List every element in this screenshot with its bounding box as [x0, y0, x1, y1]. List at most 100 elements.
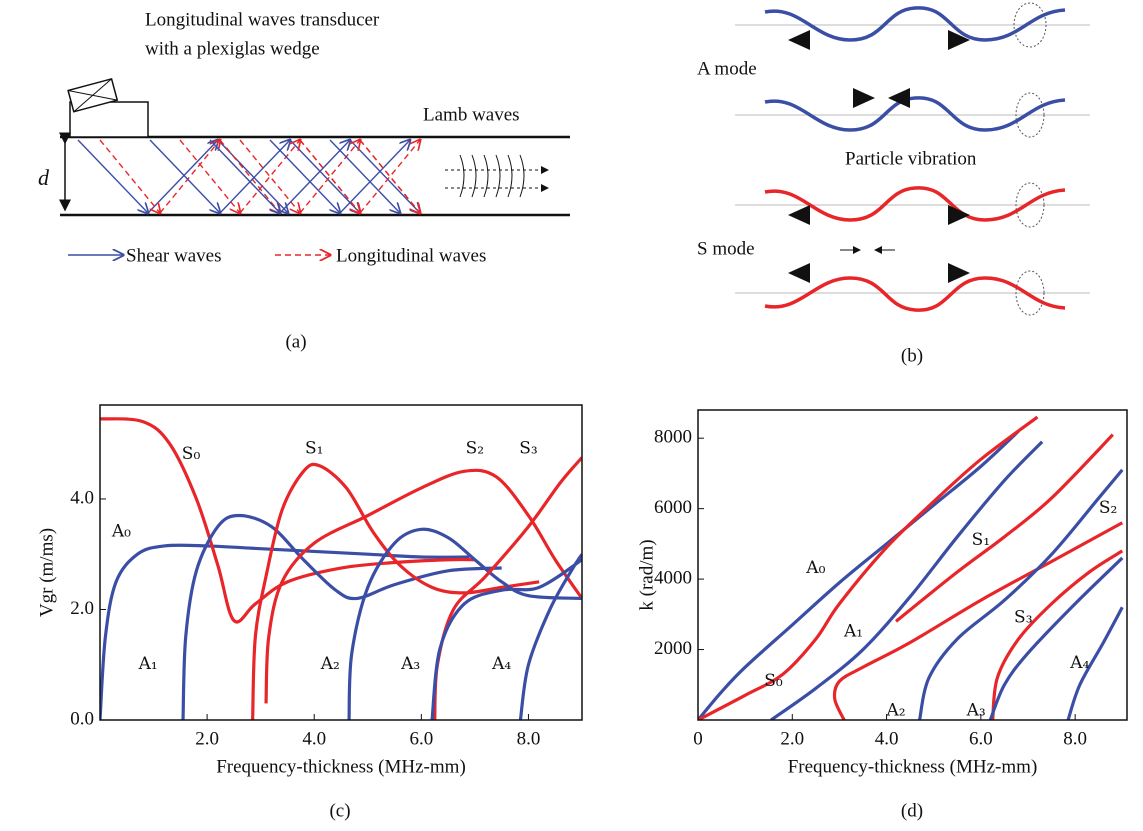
y-tick-label: 8000 [654, 427, 692, 448]
curve-label: A₄ [1069, 653, 1089, 673]
y-tick-label: 4.0 [70, 487, 94, 508]
shear-ray [349, 139, 420, 213]
curve [100, 543, 470, 720]
curve-label: A₀ [805, 558, 825, 578]
longitudinal-ray [219, 139, 280, 213]
plot-frame [697, 409, 1128, 721]
label: Longitudinal waves transducer [145, 9, 380, 30]
longitudinal-ray [359, 140, 420, 214]
curve-label: A₄ [491, 654, 511, 674]
y-tick-label: 2000 [654, 638, 692, 659]
curve [518, 553, 582, 720]
y-tick-label: 0.0 [70, 708, 94, 729]
x-tick-label: 2.0 [780, 728, 804, 749]
label: A mode [697, 58, 757, 79]
longitudinal-ray [239, 140, 300, 214]
curve-label: S₃ [519, 439, 537, 459]
arrows [788, 30, 970, 283]
curve-label: A₂ [885, 701, 905, 721]
curve [988, 556, 1124, 720]
longitudinal-ray [299, 140, 360, 214]
curve [698, 415, 1039, 720]
shear-ray [147, 140, 218, 214]
longitudinal-ray [99, 139, 160, 213]
curve-label: S₀ [764, 671, 783, 691]
x-tick-label: 4.0 [302, 728, 326, 749]
shear-ray [149, 139, 220, 213]
caption: (b) [901, 345, 923, 366]
curve [832, 521, 1124, 720]
caption: (a) [285, 331, 306, 352]
label: S mode [697, 238, 755, 259]
shear-ray [77, 139, 148, 213]
curve [770, 440, 1044, 720]
curve [430, 558, 582, 720]
shear-ray [289, 139, 360, 213]
charts: A₀ S₀ A₁ S₁ S₂ A₂ S₃ A₃ A₄ 2.0 4.0 6.0 8.0 0.0 2.0 4.0 F… [36, 404, 1128, 821]
curve-label: A₃ [966, 701, 986, 721]
longitudinal-ray [359, 139, 420, 213]
x-axis-label: Frequency-thickness (MHz-mm) [216, 756, 466, 777]
panel-b: A mode Particle vibration S mode (b) [697, 2, 1090, 366]
curve [894, 433, 1115, 623]
x-tick-label: 8.0 [517, 728, 541, 749]
curve-label: S₀ [182, 444, 201, 464]
caption: (c) [329, 800, 350, 821]
panel-a: Longitudinal waves transducer with a ple… [38, 9, 570, 352]
curve-label: A₂ [320, 654, 340, 674]
wave-paths [77, 139, 420, 214]
longitudinal-ray [179, 139, 240, 213]
x-tick-label: 2.0 [195, 728, 219, 749]
curve-label: S₃ [1014, 607, 1032, 627]
baselines [735, 24, 1090, 294]
x-tick-label: 6.0 [409, 728, 433, 749]
longitudinal-ray [299, 139, 360, 213]
label: Lamb waves [423, 104, 520, 125]
y-axis-label: Vgr (m/ms) [36, 528, 57, 617]
shear-ray [339, 140, 410, 214]
curve-label: S₂ [466, 439, 484, 459]
curve-label: A₀ [111, 522, 131, 542]
curve [100, 417, 475, 624]
x-tick-label: 0 [693, 728, 703, 749]
shear-ray [209, 139, 280, 213]
curve [698, 429, 1020, 720]
curve [918, 468, 1124, 720]
curve-label: A₃ [400, 654, 420, 674]
shear-ray [279, 140, 350, 214]
label: with a plexiglas wedge [145, 38, 320, 59]
shear-ray [329, 139, 400, 213]
y-tick-label: 2.0 [70, 598, 94, 619]
curve [1066, 606, 1124, 720]
curve-label: S₂ [1099, 498, 1117, 518]
particle-ellipses [1013, 2, 1047, 316]
legend-label: Longitudinal waves [336, 245, 486, 266]
y-tick-label: 6000 [654, 497, 692, 518]
lamb-wavefronts [445, 154, 549, 198]
label: d [38, 165, 50, 190]
legend-label: Shear waves [126, 245, 222, 266]
y-tick-label: 4000 [654, 567, 692, 588]
x-tick-label: 6.0 [969, 728, 993, 749]
curve [181, 513, 502, 720]
transducer [67, 77, 119, 113]
shear-ray [269, 139, 340, 213]
mode-shapes [764, 6, 1066, 312]
longitudinal-ray [239, 139, 300, 213]
curve-label: S₁ [972, 530, 990, 550]
x-axis-label: Frequency-thickness (MHz-mm) [788, 756, 1038, 777]
plot-frame [99, 404, 583, 721]
curve-label: S₁ [305, 439, 323, 459]
x-tick-label: 8.0 [1063, 728, 1087, 749]
label: Particle vibration [845, 148, 977, 169]
shear-ray [219, 140, 290, 214]
longitudinal-ray [159, 140, 220, 214]
curve-label: A₁ [843, 621, 863, 641]
x-tick-label: 4.0 [875, 728, 899, 749]
curve [991, 549, 1124, 720]
curve [264, 468, 582, 704]
caption: (d) [901, 800, 923, 821]
curve-label: A₁ [138, 654, 158, 674]
y-axis-label: k (rad/m) [636, 539, 657, 610]
